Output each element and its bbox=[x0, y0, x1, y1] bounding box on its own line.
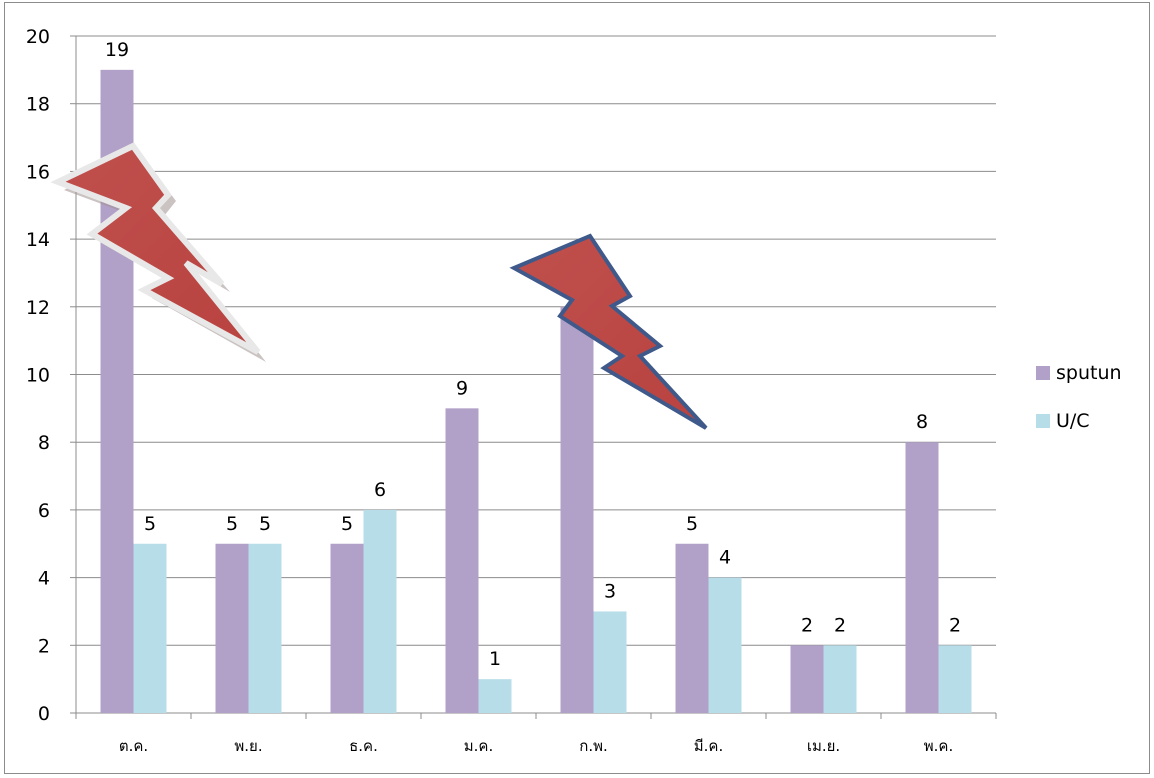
bar-sputun bbox=[215, 543, 249, 713]
data-label: 5 bbox=[226, 513, 238, 535]
annotations bbox=[50, 142, 708, 430]
y-tick-label: 18 bbox=[26, 94, 50, 116]
data-label: 8 bbox=[916, 411, 928, 433]
data-label: 2 bbox=[949, 614, 961, 636]
y-tick-label: 12 bbox=[26, 297, 50, 319]
data-label: 5 bbox=[259, 513, 271, 535]
lightning-bolt-icon bbox=[509, 233, 708, 430]
data-label: 2 bbox=[801, 614, 813, 636]
y-tick-label: 0 bbox=[38, 703, 50, 725]
bar-uc bbox=[593, 611, 627, 713]
x-category-label: ม.ค. bbox=[464, 737, 493, 755]
bar-uc bbox=[248, 543, 282, 713]
bar-sputun bbox=[675, 543, 709, 713]
legend: sputun U/C bbox=[1036, 362, 1122, 432]
x-category-label: เม.ย. bbox=[807, 737, 840, 755]
x-category-label: ธ.ค. bbox=[349, 737, 378, 755]
x-category-label: พ.ย. bbox=[234, 737, 262, 755]
x-category-label: มี.ค. bbox=[694, 737, 723, 755]
y-tick-label: 10 bbox=[26, 365, 50, 387]
bar-uc bbox=[938, 645, 972, 713]
x-category-label: พ.ค. bbox=[924, 737, 953, 755]
bar-sputun bbox=[790, 645, 824, 713]
legend-label: U/C bbox=[1056, 410, 1090, 432]
data-label: 5 bbox=[144, 513, 156, 535]
bar-sputun bbox=[905, 442, 939, 713]
legend-swatch bbox=[1036, 366, 1050, 380]
bar-sputun bbox=[330, 543, 364, 713]
data-label: 5 bbox=[686, 513, 698, 535]
data-label: 3 bbox=[604, 580, 616, 602]
bar-uc bbox=[708, 577, 742, 713]
bar-sputun bbox=[560, 306, 594, 713]
data-label: 4 bbox=[719, 547, 731, 569]
y-tick-label: 8 bbox=[38, 432, 50, 454]
data-label: 6 bbox=[374, 479, 386, 501]
y-tick-label: 2 bbox=[38, 635, 50, 657]
data-label: 9 bbox=[456, 377, 468, 399]
bar-uc bbox=[478, 679, 512, 713]
data-label: 19 bbox=[105, 39, 129, 61]
data-label: 1 bbox=[489, 648, 501, 670]
y-tick-label: 20 bbox=[26, 26, 50, 48]
bar-uc bbox=[823, 645, 857, 713]
data-label: 2 bbox=[834, 614, 846, 636]
y-tick-label: 14 bbox=[26, 229, 50, 251]
x-category-label: ต.ค. bbox=[119, 737, 148, 755]
y-tick-label: 6 bbox=[38, 500, 50, 522]
bar-uc bbox=[363, 509, 397, 713]
legend-swatch bbox=[1036, 414, 1050, 428]
bar-uc bbox=[133, 543, 167, 713]
bar-sputun bbox=[445, 408, 479, 713]
legend-label: sputun bbox=[1056, 362, 1122, 384]
y-tick-label: 4 bbox=[38, 568, 50, 590]
data-label: 5 bbox=[341, 513, 353, 535]
lightning-bolt-icon bbox=[50, 142, 266, 362]
gridlines bbox=[76, 35, 996, 646]
y-tick-label: 16 bbox=[26, 161, 50, 183]
x-category-label: ก.พ. bbox=[579, 737, 608, 755]
